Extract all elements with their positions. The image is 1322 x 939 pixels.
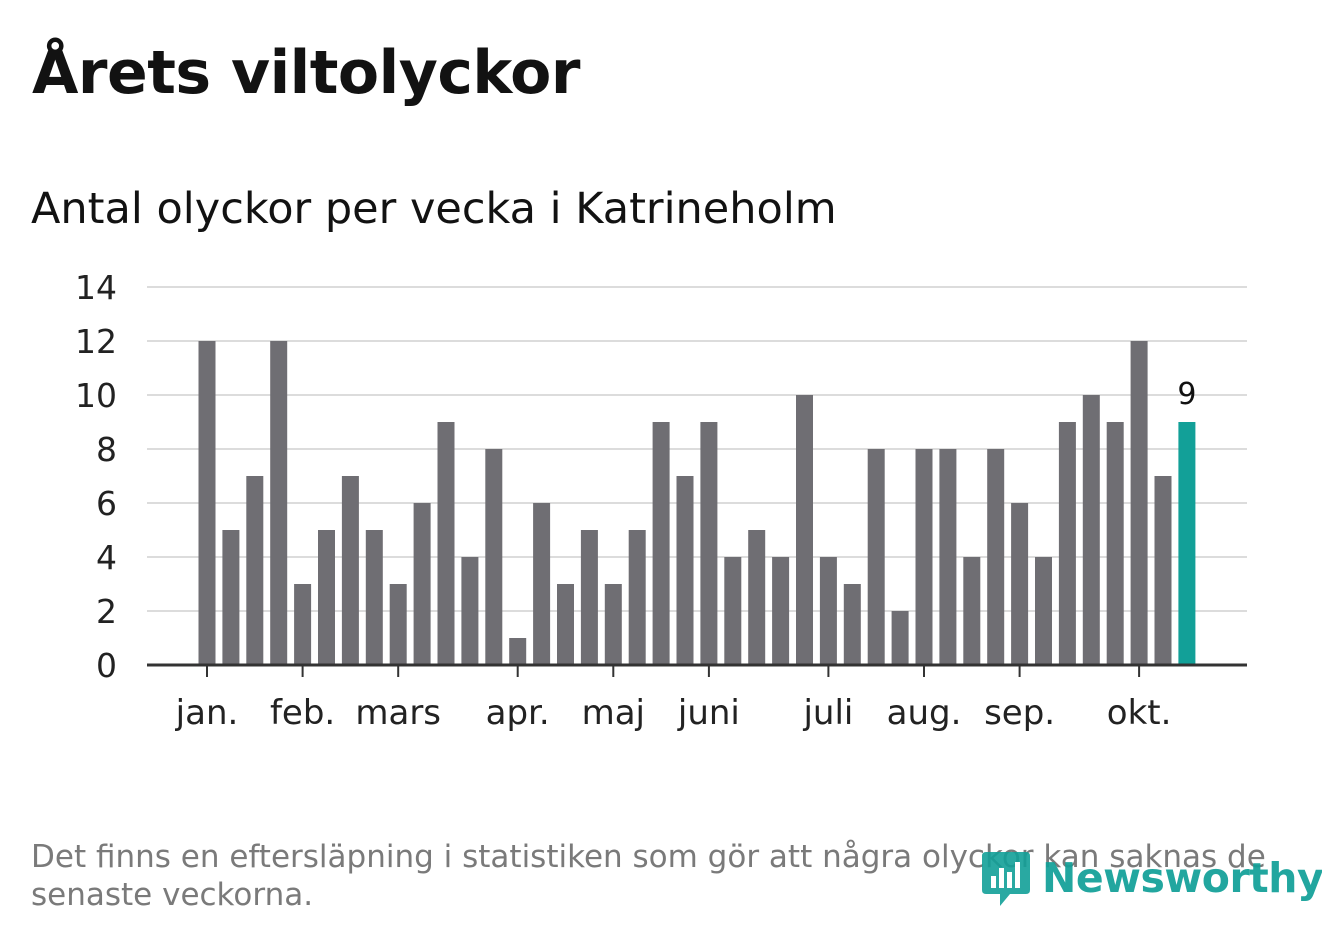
bar — [413, 503, 431, 665]
bar — [748, 530, 766, 665]
bar — [294, 584, 312, 665]
bar — [509, 638, 527, 665]
bar — [963, 557, 981, 665]
bar — [604, 584, 622, 665]
x-tick-label: jan. — [175, 693, 239, 733]
bar — [1130, 341, 1148, 665]
bar — [1106, 422, 1124, 665]
bar — [198, 341, 216, 665]
bar — [1154, 476, 1172, 665]
bar — [1082, 395, 1100, 665]
bar-highlight — [1178, 422, 1196, 665]
y-tick-label: 2 — [96, 592, 117, 631]
x-tick-label: juni — [677, 693, 740, 733]
logo-text: Newsworthy — [1042, 854, 1322, 902]
bar — [867, 449, 885, 665]
bar — [389, 584, 407, 665]
bar — [270, 341, 288, 665]
bar — [485, 449, 503, 665]
bar — [1035, 557, 1052, 665]
bar — [533, 503, 551, 665]
data-label-last-week: 9 — [1177, 377, 1196, 412]
bar — [796, 395, 813, 665]
y-tick-label: 14 — [75, 268, 117, 307]
x-tick-label: okt. — [1107, 693, 1172, 733]
x-tick-label: sep. — [984, 693, 1055, 733]
footnote: Det finns en eftersläpning i statistiken… — [31, 839, 1266, 913]
y-tick-label: 6 — [96, 484, 117, 523]
y-tick-label: 12 — [75, 322, 117, 361]
bar — [891, 611, 909, 665]
bar — [843, 584, 861, 665]
x-tick-label: apr. — [486, 693, 550, 733]
page-title: Årets viltolyckor — [32, 38, 581, 108]
bar — [628, 530, 646, 665]
bar — [318, 530, 335, 665]
x-tick-label: aug. — [887, 693, 962, 733]
bar — [939, 449, 957, 665]
x-tick-label: juli — [802, 693, 853, 733]
y-tick-label: 0 — [96, 646, 117, 685]
chart-bubble-icon — [982, 852, 1030, 906]
bar — [772, 557, 790, 665]
x-tick-label: feb. — [270, 693, 335, 733]
data-labels: 9 — [1177, 377, 1196, 412]
y-axis-ticks: 0 2 4 6 8 10 12 14 — [75, 268, 117, 685]
y-tick-label: 8 — [96, 430, 117, 469]
grid-lines — [147, 286, 1247, 612]
bar — [437, 422, 455, 665]
bar — [1058, 422, 1076, 665]
bar — [461, 557, 479, 665]
y-tick-label: 4 — [96, 538, 117, 577]
bar — [365, 530, 383, 665]
bar — [246, 476, 264, 665]
bar — [724, 557, 742, 665]
bar — [1011, 503, 1029, 665]
bar — [987, 449, 1005, 665]
x-tick-label: maj — [582, 693, 645, 733]
chart-subtitle: Antal olyckor per vecka i Katrineholm — [31, 184, 837, 234]
bar — [341, 476, 359, 665]
bar — [580, 530, 598, 665]
newsworthy-logo: Newsworthy — [980, 846, 1322, 910]
x-tick-label: mars — [355, 693, 441, 733]
bar-chart: 0 2 4 6 8 10 12 14 jan. feb. mars apr. maj juni juli a… — [75, 268, 1247, 733]
bar — [652, 422, 670, 665]
bars — [198, 341, 1196, 665]
y-tick-label: 10 — [75, 376, 117, 415]
bar — [557, 584, 574, 665]
bar — [676, 476, 694, 665]
x-axis: jan. feb. mars apr. maj juni juli aug. sep. okt. — [147, 663, 1247, 733]
bar — [700, 422, 718, 665]
bar — [915, 449, 933, 665]
bar — [819, 557, 837, 665]
bar — [222, 530, 240, 665]
